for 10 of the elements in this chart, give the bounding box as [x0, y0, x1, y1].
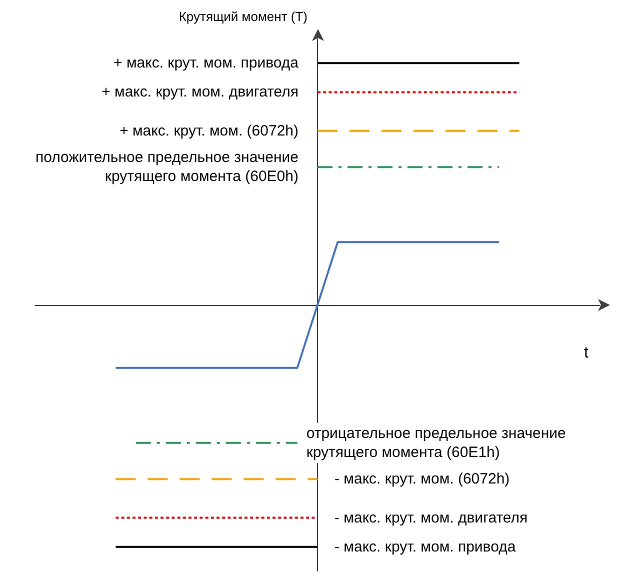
- series-label: + макс. крут. мом. двигателя: [102, 84, 298, 101]
- series-label: отрицательное предельное значение крутящего момента (60E1h): [306, 424, 566, 461]
- series-label: - макс. крут. мом. привода: [334, 538, 516, 556]
- series-label: + макс. крут. мом. привода: [114, 54, 300, 72]
- series-label: - макс. крут. мом. (6072h): [334, 470, 510, 488]
- series-label: положительное предельное значение крутящего момента (60E0h): [35, 149, 298, 186]
- series-label: + макс. крут. мом. (6072h): [120, 122, 298, 140]
- series-label: - макс. крут. мом. двигателя: [334, 509, 528, 526]
- x-axis-title: t: [584, 344, 589, 362]
- y-axis-title: Крутящий момент (T): [178, 9, 308, 24]
